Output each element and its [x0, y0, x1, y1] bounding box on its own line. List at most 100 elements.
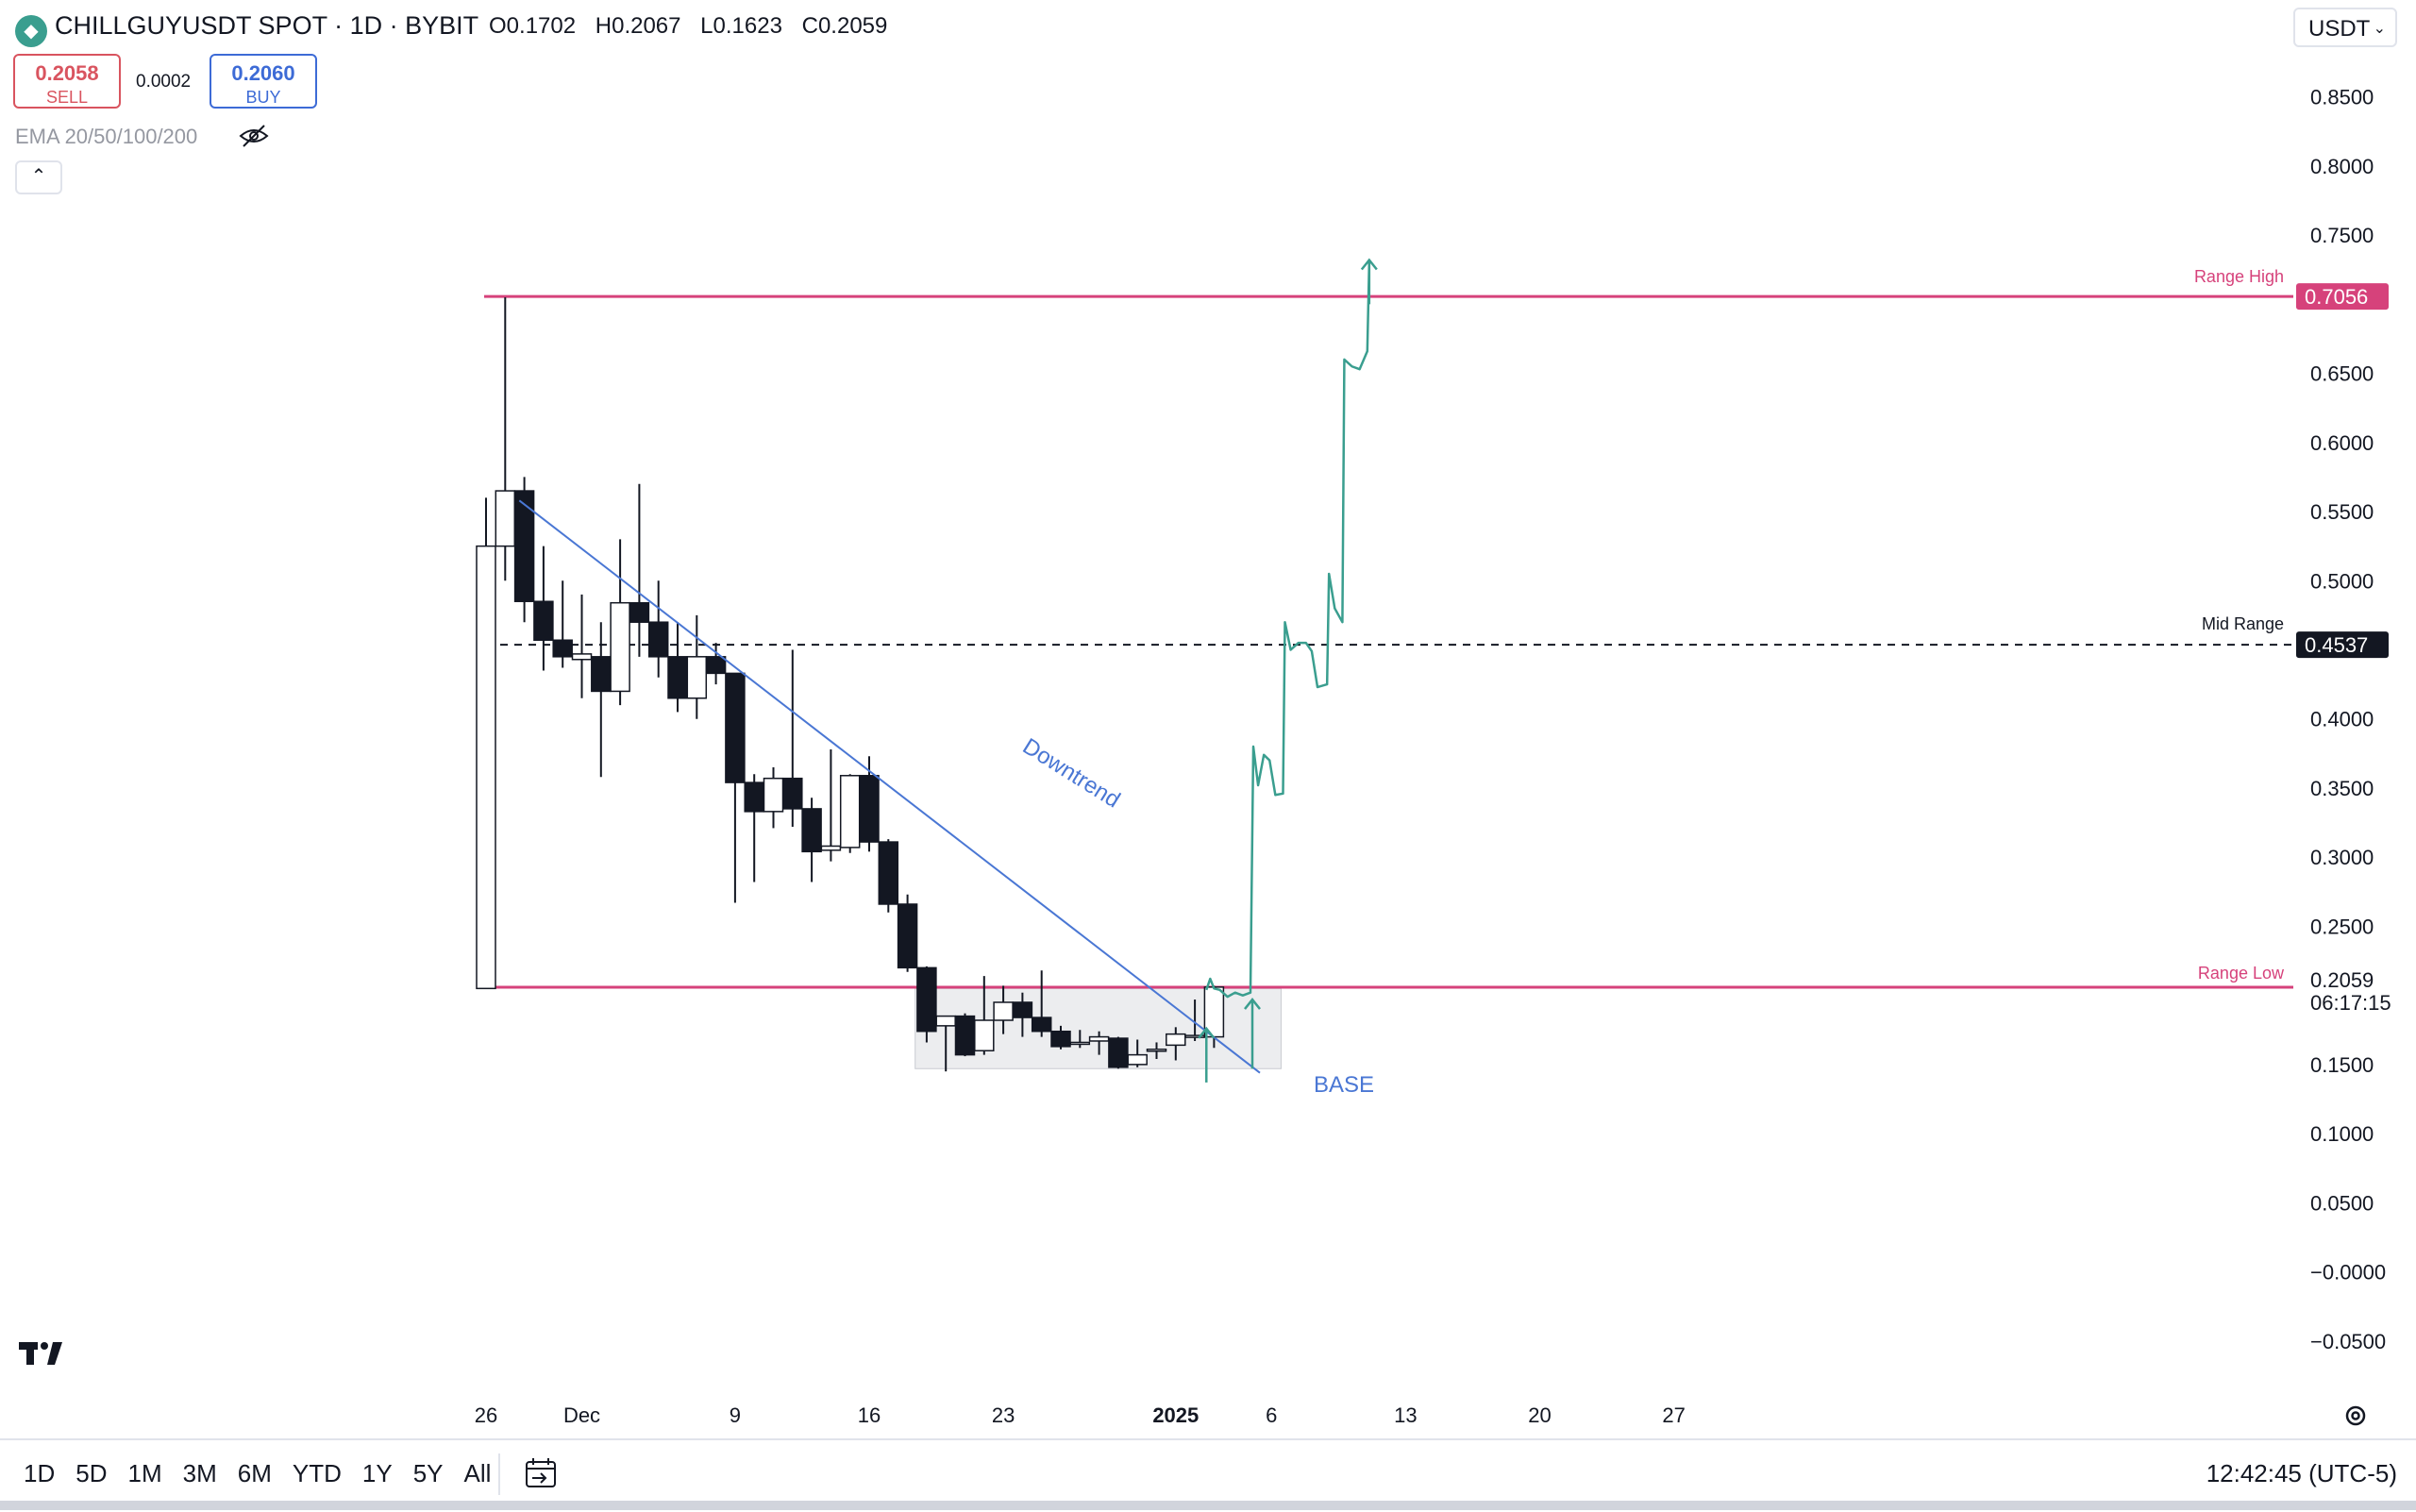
candle[interactable] — [629, 601, 650, 623]
sell-label: SELL — [45, 88, 89, 107]
price-axis-label: 0.8000 — [2310, 155, 2374, 178]
candle[interactable] — [552, 639, 573, 658]
gear-icon[interactable] — [2340, 1401, 2371, 1431]
candle[interactable] — [859, 775, 880, 843]
candle[interactable] — [1108, 1037, 1129, 1068]
candle[interactable] — [610, 601, 630, 693]
candle[interactable] — [571, 653, 593, 661]
ohlc-open-value: 0.1702 — [506, 13, 577, 39]
range-low-price: 0.2059 — [2310, 968, 2374, 992]
mid-range-label: Mid Range — [2202, 614, 2284, 633]
candle[interactable] — [878, 841, 899, 905]
projection-arrow-head — [1360, 258, 1378, 271]
range-1d-button[interactable]: 1D — [24, 1459, 56, 1487]
calendar-goto-icon[interactable] — [523, 1455, 559, 1491]
downtrend-label: Downtrend — [1018, 733, 1125, 813]
price-axis-label: 0.1000 — [2310, 1122, 2374, 1146]
range-5y-button[interactable]: 5Y — [412, 1459, 444, 1487]
candle[interactable] — [705, 656, 727, 675]
candle[interactable] — [1012, 1001, 1033, 1018]
symbol-logo-icon[interactable]: ◆ — [15, 15, 47, 47]
candle[interactable] — [513, 490, 535, 602]
candle[interactable] — [916, 966, 937, 1033]
ohlc-high-key: H — [595, 13, 612, 39]
candle[interactable] — [533, 600, 554, 641]
candle[interactable] — [935, 1015, 956, 1027]
range-low-label: Range Low — [2198, 964, 2285, 983]
price-axis-label: 0.8500 — [2310, 86, 2374, 109]
buy-button[interactable]: 0.2060 BUY — [210, 54, 317, 109]
candle[interactable] — [897, 903, 918, 969]
projection-path[interactable] — [1205, 262, 1371, 999]
collapse-legend-button[interactable]: ⌃ — [15, 160, 62, 194]
candle[interactable] — [667, 656, 688, 699]
base-label: BASE — [1314, 1072, 1374, 1098]
candle[interactable] — [763, 777, 784, 813]
candle[interactable] — [1166, 1033, 1186, 1047]
ohlc-open-key: O — [489, 13, 507, 39]
candle[interactable] — [1069, 1041, 1091, 1046]
buy-label: BUY — [245, 88, 281, 107]
candle[interactable] — [686, 656, 708, 699]
range-high-price: 0.7056 — [2305, 285, 2368, 309]
chevron-down-icon: ⌄ — [2373, 21, 2386, 37]
price-chart[interactable]: Downtrend BASE Range High Mid Range Range Lo… — [0, 0, 2416, 1438]
candle[interactable] — [993, 1001, 1014, 1021]
range-high-label: Range High — [2194, 267, 2284, 286]
ohlc-high-value: 0.2067 — [612, 13, 681, 39]
candle[interactable] — [839, 775, 861, 848]
candle[interactable] — [725, 672, 746, 783]
candle[interactable] — [1146, 1049, 1167, 1052]
ohlc-low-value: 0.1623 — [713, 13, 782, 39]
range-3m-button[interactable]: 3M — [182, 1459, 217, 1487]
range-6m-button[interactable]: 6M — [237, 1459, 272, 1487]
currency-label: USDT — [2308, 16, 2371, 42]
ohlc-close-value: 0.2059 — [817, 13, 888, 39]
projection-arrow-head — [1198, 1026, 1216, 1039]
eye-hidden-icon[interactable] — [238, 123, 270, 149]
candle[interactable] — [476, 545, 496, 990]
candle[interactable] — [954, 1015, 976, 1056]
indicator-label[interactable]: EMA 20/50/100/200 — [15, 125, 198, 148]
time-axis-label: 6 — [1266, 1403, 1277, 1427]
price-axis-label: 0.0500 — [2310, 1191, 2374, 1215]
candle[interactable] — [1088, 1035, 1110, 1042]
symbol-title[interactable]: CHILLGUYUSDT SPOT · 1D · BYBIT — [55, 11, 479, 40]
candle[interactable] — [801, 808, 822, 853]
downtrend-line[interactable] — [518, 499, 1261, 1074]
candle[interactable] — [974, 1019, 995, 1051]
window-bottom-edge — [0, 1501, 2416, 1510]
candle[interactable] — [647, 621, 669, 658]
tradingview-logo-icon[interactable] — [19, 1338, 72, 1369]
candle[interactable] — [495, 490, 516, 547]
price-axis-label: 0.7500 — [2310, 224, 2374, 247]
bar-countdown: 06:17:15 — [2310, 991, 2391, 1015]
range-high-price-tag[interactable] — [2296, 283, 2389, 311]
bottom-toolbar: 1D 5D 1M 3M 6M YTD 1Y 5Y All 12:42:45 (U… — [0, 1438, 2416, 1512]
price-axis-label: 0.5000 — [2310, 569, 2374, 593]
price-axis-label: −0.0500 — [2310, 1330, 2386, 1353]
range-ytd-button[interactable]: YTD — [292, 1459, 342, 1487]
candle[interactable] — [744, 781, 764, 813]
chart-clock[interactable]: 12:42:45 (UTC-5) — [2206, 1459, 2397, 1487]
sell-button[interactable]: 0.2058 SELL — [13, 54, 121, 109]
price-axis-label: 0.3000 — [2310, 846, 2374, 869]
candle[interactable] — [1127, 1053, 1148, 1066]
candle[interactable] — [1031, 1016, 1052, 1033]
mid-range-price-tag[interactable] — [2296, 631, 2389, 659]
range-5d-button[interactable]: 5D — [76, 1459, 108, 1487]
date-range-selector: 1D 5D 1M 3M 6M YTD 1Y 5Y All — [13, 1459, 501, 1488]
candle[interactable] — [591, 656, 612, 693]
ohlc-close-key: C — [801, 13, 818, 39]
candle[interactable] — [820, 845, 842, 851]
range-1y-button[interactable]: 1Y — [361, 1459, 393, 1487]
spread-value: 0.0002 — [136, 72, 192, 92]
range-1m-button[interactable]: 1M — [127, 1459, 162, 1487]
candle[interactable] — [1050, 1030, 1071, 1048]
buy-price: 0.2060 — [231, 61, 295, 85]
candle[interactable] — [782, 777, 803, 810]
time-axis-label: 26 — [475, 1403, 497, 1427]
currency-select[interactable]: USDT ⌄ — [2293, 8, 2397, 47]
time-axis-label: 23 — [992, 1403, 1015, 1427]
range-all-button[interactable]: All — [463, 1459, 492, 1487]
